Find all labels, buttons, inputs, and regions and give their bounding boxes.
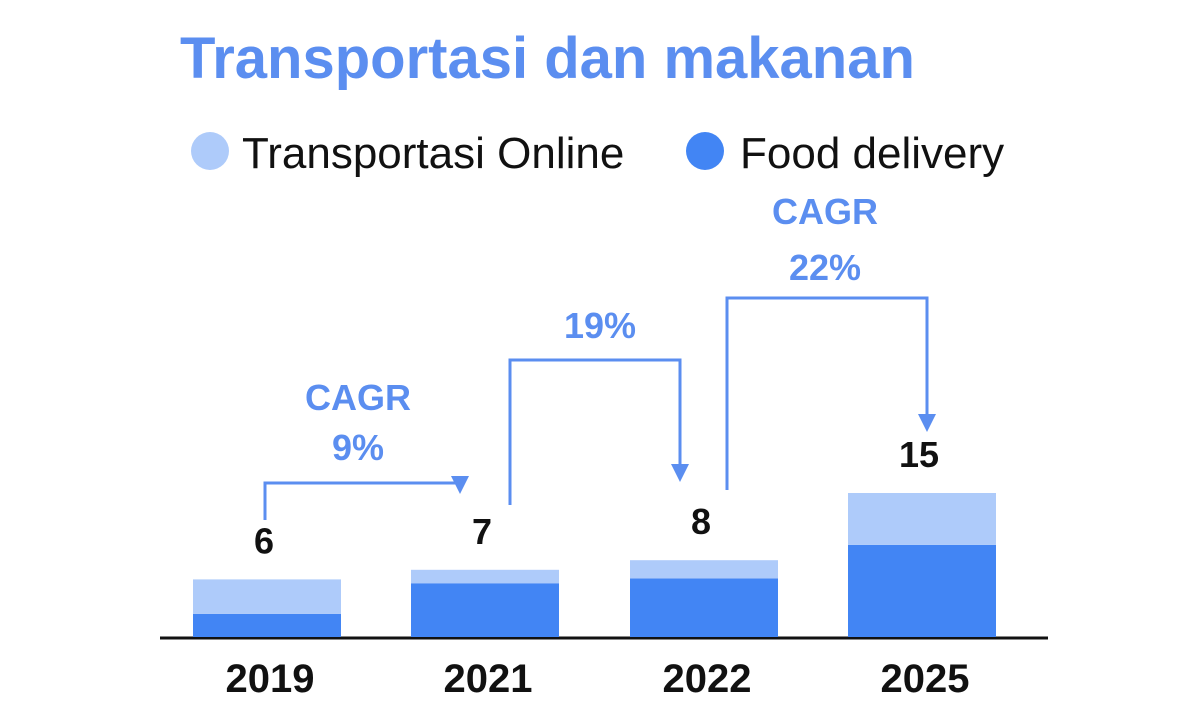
value-labels: 6 7 8 15 xyxy=(254,434,939,561)
x-tick-label-2022: 2022 xyxy=(663,657,752,701)
bar-transportasi-online-2021 xyxy=(411,569,559,584)
value-label-2021: 7 xyxy=(472,511,492,552)
cagr-label-1-line-1: CAGR xyxy=(305,377,411,418)
cagr-label-3-line-1: CAGR xyxy=(772,191,878,232)
cagr-arrowhead-1 xyxy=(451,476,469,494)
value-label-2019: 6 xyxy=(254,520,274,561)
cagr-arrowhead-3 xyxy=(918,414,936,432)
legend-swatch-transportasi-online xyxy=(191,132,229,170)
cagr-label-3-line-2: 22% xyxy=(789,247,861,288)
cagr-annotations: CAGR 9% 19% CAGR 22% xyxy=(263,191,936,520)
legend-swatch-food-delivery xyxy=(686,132,724,170)
cagr-arrowhead-2 xyxy=(671,464,689,482)
bar-food-delivery-2019 xyxy=(193,613,341,637)
x-tick-label-2019: 2019 xyxy=(226,657,315,701)
cagr-label-1-line-2: 9% xyxy=(332,427,384,468)
bar-food-delivery-2022 xyxy=(630,578,778,637)
value-label-2025: 15 xyxy=(899,434,939,475)
bar-food-delivery-2025 xyxy=(848,544,996,637)
bar-food-delivery-2021 xyxy=(411,583,559,637)
bar-transportasi-online-2025 xyxy=(848,493,996,545)
cagr-connector-1 xyxy=(263,478,462,520)
cagr-connector-3 xyxy=(725,296,929,490)
legend-label-transportasi-online: Transportasi Online xyxy=(242,129,624,178)
value-label-2022: 8 xyxy=(691,501,711,542)
chart-title: Transportasi dan makanan xyxy=(180,26,915,91)
cagr-connector-2 xyxy=(508,358,682,505)
x-tick-labels: 2019 2021 2022 2025 xyxy=(226,657,970,701)
x-tick-label-2021: 2021 xyxy=(444,657,533,701)
legend-label-food-delivery: Food delivery xyxy=(740,129,1004,178)
x-tick-label-2025: 2025 xyxy=(881,657,970,701)
legend: Transportasi Online Food delivery xyxy=(191,129,1004,178)
bars xyxy=(193,493,996,637)
bar-transportasi-online-2022 xyxy=(630,560,778,579)
bar-transportasi-online-2019 xyxy=(193,579,341,614)
cagr-label-2-line-1: 19% xyxy=(564,305,636,346)
